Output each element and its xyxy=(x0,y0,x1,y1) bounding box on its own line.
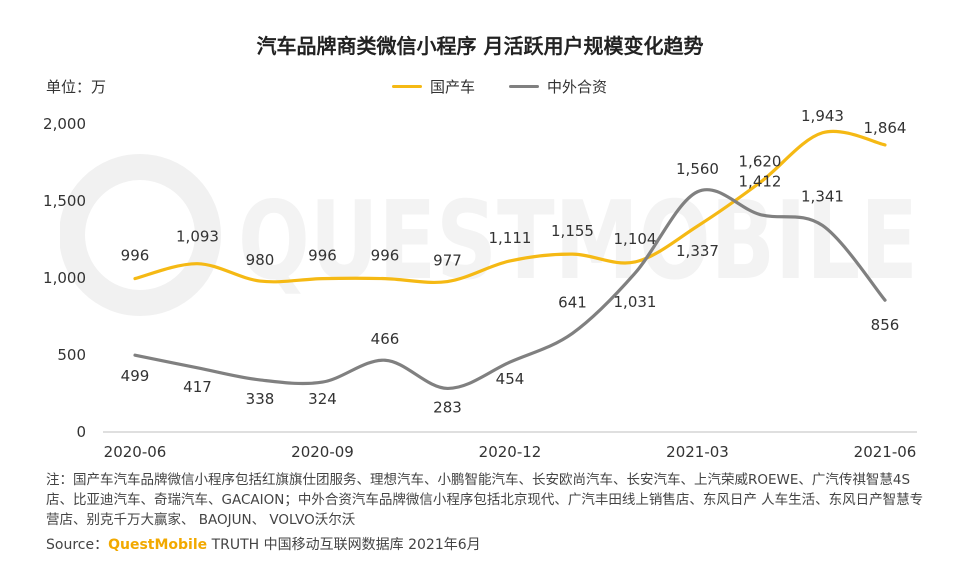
data-label-joint-venture: 1,031 xyxy=(614,293,657,311)
legend: 国产车 中外合资 xyxy=(392,76,607,97)
footnote: 注：国产车汽车品牌微信小程序包括红旗旗仕团服务、理想汽车、小鹏智能汽车、长安欧尚… xyxy=(46,472,924,528)
data-label-domestic: 980 xyxy=(246,251,275,269)
data-label-domestic: 996 xyxy=(308,247,337,265)
x-tick-label: 2020-12 xyxy=(479,443,542,461)
data-label-domestic: 977 xyxy=(433,252,462,270)
data-label-joint-venture: 1,341 xyxy=(801,187,844,205)
data-label-joint-venture: 1,412 xyxy=(739,173,782,191)
data-label-domestic: 1,093 xyxy=(176,228,219,246)
watermark-text: QUESTMOBILE xyxy=(238,179,918,304)
data-label-domestic: 996 xyxy=(121,247,150,265)
y-tick-label: 500 xyxy=(57,346,86,364)
y-tick-label: 0 xyxy=(76,423,86,441)
source-brand: QuestMobile xyxy=(108,537,208,553)
x-tick-label: 2020-06 xyxy=(104,443,167,461)
y-tick-label: 2,000 xyxy=(43,115,86,133)
data-label-domestic: 1,111 xyxy=(489,229,532,247)
data-label-domestic: 1,620 xyxy=(739,153,782,171)
data-label-joint-venture: 1,560 xyxy=(676,160,719,178)
legend-swatch-joint-venture xyxy=(509,85,540,88)
data-label-domestic: 996 xyxy=(371,247,400,265)
x-tick-label: 2021-03 xyxy=(666,443,729,461)
source-prefix: Source： xyxy=(46,537,109,553)
watermark-logo-icon xyxy=(60,154,221,316)
series-line-domestic xyxy=(133,129,887,284)
legend-item-joint-venture: 中外合资 xyxy=(509,76,607,97)
data-label-joint-venture: 338 xyxy=(246,390,275,408)
source-suffix: TRUTH 中国移动互联网数据库 2021年6月 xyxy=(207,537,481,553)
x-tick-label: 2020-09 xyxy=(291,443,354,461)
data-label-joint-venture: 417 xyxy=(183,378,212,396)
y-axis-unit-label: 单位：万 xyxy=(46,78,107,96)
source-line: Source：QuestMobile TRUTH 中国移动互联网数据库 2021… xyxy=(46,534,481,554)
data-label-domestic: 1,104 xyxy=(614,230,657,248)
chart-title: 汽车品牌商类微信小程序 月活跃用户规模变化趋势 xyxy=(256,34,704,58)
series-line-joint-venture xyxy=(133,188,887,391)
data-label-domestic: 1,337 xyxy=(676,242,719,260)
data-label-domestic: 1,943 xyxy=(801,107,844,125)
data-label-domestic: 1,864 xyxy=(864,119,907,137)
data-label-joint-venture: 856 xyxy=(871,316,900,334)
data-label-joint-venture: 641 xyxy=(558,293,587,311)
y-tick-label: 1,500 xyxy=(43,192,86,210)
legend-swatch-domestic xyxy=(392,85,422,88)
data-label-domestic: 1,155 xyxy=(551,222,594,240)
watermark: QUESTMOBILE xyxy=(60,154,918,316)
y-tick-label: 1,000 xyxy=(43,269,86,287)
data-label-joint-venture: 454 xyxy=(496,370,525,388)
legend-item-domestic: 国产车 xyxy=(392,76,475,97)
data-label-joint-venture: 324 xyxy=(308,390,337,408)
legend-label-domestic: 国产车 xyxy=(430,78,476,96)
x-tick-label: 2021-06 xyxy=(854,443,917,461)
data-label-joint-venture: 466 xyxy=(371,330,400,348)
data-label-joint-venture: 499 xyxy=(121,367,150,385)
legend-label-joint-venture: 中外合资 xyxy=(547,78,608,96)
data-label-joint-venture: 283 xyxy=(433,398,462,416)
